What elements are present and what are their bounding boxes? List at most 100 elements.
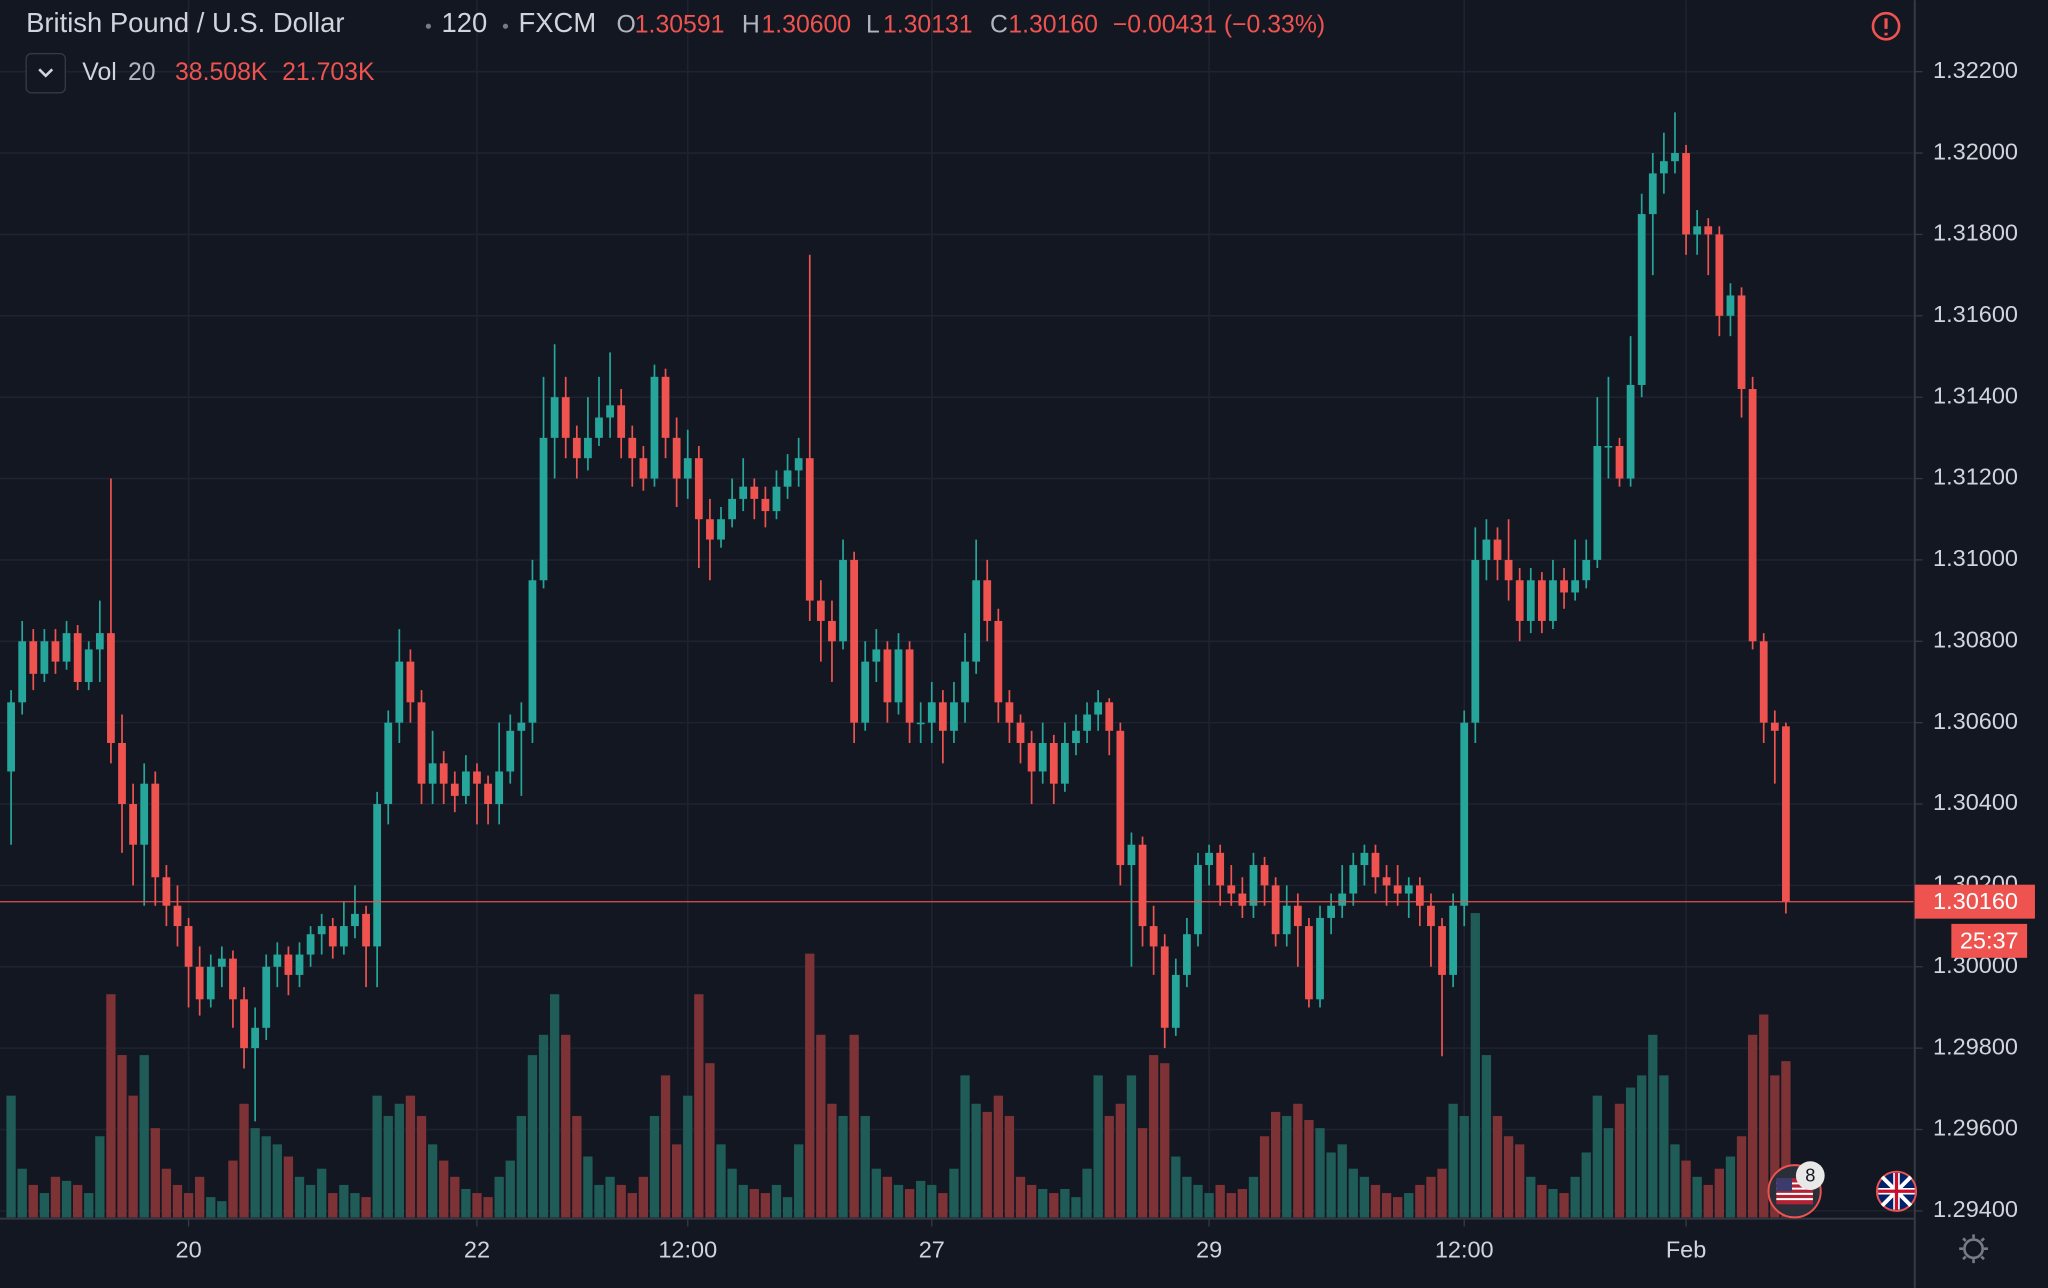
ohlc-value: 1.30591 <box>635 12 725 39</box>
volume-bar <box>627 1193 637 1218</box>
volume-bar <box>195 1176 205 1218</box>
volume-bar <box>1415 1184 1425 1218</box>
candle-body <box>1061 742 1069 784</box>
candle-body <box>151 783 160 878</box>
candle-body <box>251 1027 260 1049</box>
volume-bar <box>183 1193 194 1218</box>
volume-bar <box>561 1034 571 1218</box>
candle-body <box>706 519 714 540</box>
volume-bar <box>1282 1115 1292 1218</box>
volume-bar <box>1137 1128 1148 1218</box>
volume-bar <box>1603 1128 1614 1218</box>
volume-bar <box>339 1184 349 1218</box>
candle-body <box>828 620 836 642</box>
candle-body <box>1748 389 1757 642</box>
candle-body <box>140 783 149 845</box>
candle-body <box>1327 905 1335 918</box>
candle-body <box>517 722 526 731</box>
volume-bar <box>117 1055 127 1218</box>
volume-bar <box>1548 1188 1558 1218</box>
volume-bar <box>72 1184 83 1218</box>
uk-event[interactable] <box>1875 1170 1918 1212</box>
collapse-button[interactable] <box>25 52 66 94</box>
x-tick-label: 29 <box>1196 1237 1222 1263</box>
candle-body <box>1083 714 1091 731</box>
x-tick-label: 27 <box>919 1237 945 1263</box>
candle-body <box>7 702 15 772</box>
gear-teeth <box>1959 1234 1988 1264</box>
volume-bar <box>383 1115 393 1218</box>
candle-body <box>107 633 115 743</box>
candle-body <box>1571 580 1580 593</box>
volume-bar <box>605 1176 615 1218</box>
volume-bar <box>716 1144 726 1218</box>
volume-length: 20 <box>128 59 156 86</box>
volume-bar <box>1448 1103 1458 1218</box>
volume-bar <box>1126 1075 1137 1218</box>
candle-body <box>373 804 382 947</box>
last-price-box <box>1914 884 2035 919</box>
x-tick-label: 12:00 <box>658 1237 717 1263</box>
volume-bar <box>1204 1193 1214 1218</box>
candle-body <box>1293 905 1302 927</box>
interval: 120 <box>441 7 487 38</box>
candle-body <box>1094 702 1103 715</box>
ohlc-value: 1.30160 <box>1008 12 1098 39</box>
candle-body <box>351 913 359 927</box>
candle-body <box>572 437 581 459</box>
volume-bar <box>749 1188 759 1218</box>
settings-icon[interactable] <box>1959 1234 1988 1264</box>
candle-body <box>217 958 226 967</box>
candle-body <box>916 722 925 725</box>
candle-body <box>18 641 27 703</box>
volume-bar <box>1160 1063 1170 1218</box>
candle-body <box>129 804 137 845</box>
candle-body <box>1238 893 1247 906</box>
volume-bar <box>1337 1144 1347 1218</box>
candle-body <box>295 954 304 975</box>
candle-body <box>961 661 969 703</box>
candle-body <box>994 620 1003 703</box>
volume-bar <box>1503 1136 1514 1218</box>
volume-bar <box>1714 1168 1725 1218</box>
volume-bar <box>1148 1055 1159 1218</box>
candle-body <box>406 661 415 703</box>
candle-body <box>1782 726 1790 902</box>
volume-bar <box>461 1188 471 1218</box>
candle-body <box>672 437 681 479</box>
candle-body <box>1682 153 1690 235</box>
volume-bar <box>1359 1176 1370 1218</box>
volume-bar <box>361 1197 371 1218</box>
candle-body <box>195 966 204 1000</box>
volume-bar <box>583 1156 593 1218</box>
candle-body <box>1149 926 1158 947</box>
volume-bar <box>450 1176 460 1218</box>
volume-bar <box>1559 1193 1569 1218</box>
volume-bar <box>150 1128 160 1218</box>
volume-bar <box>494 1176 504 1218</box>
volume-bar <box>849 1034 859 1218</box>
candle-body <box>1449 905 1458 975</box>
grid <box>0 0 1914 1218</box>
candle-body <box>1027 742 1036 772</box>
candle-body <box>62 633 71 662</box>
candle-body <box>839 559 847 642</box>
volume-bar <box>1692 1176 1702 1218</box>
us-event[interactable]: 8 <box>1767 1161 1825 1219</box>
candle-body <box>1671 153 1679 162</box>
candle-body <box>1260 865 1269 886</box>
candle-body <box>229 958 237 1000</box>
volume-bar <box>1393 1197 1403 1218</box>
volume-bar <box>39 1193 50 1218</box>
candle-body <box>1138 844 1147 927</box>
separator-dot <box>502 23 509 29</box>
volume-bar <box>1026 1184 1037 1218</box>
candle-body <box>417 702 426 784</box>
candle-body <box>1526 580 1535 621</box>
volume-bar <box>1515 1144 1525 1218</box>
candle-body <box>883 649 892 703</box>
candle-body <box>639 458 648 479</box>
ohlc-value: 1.30131 <box>883 12 973 39</box>
alert-icon[interactable] <box>1871 11 1901 41</box>
volume-bar <box>982 1111 992 1218</box>
